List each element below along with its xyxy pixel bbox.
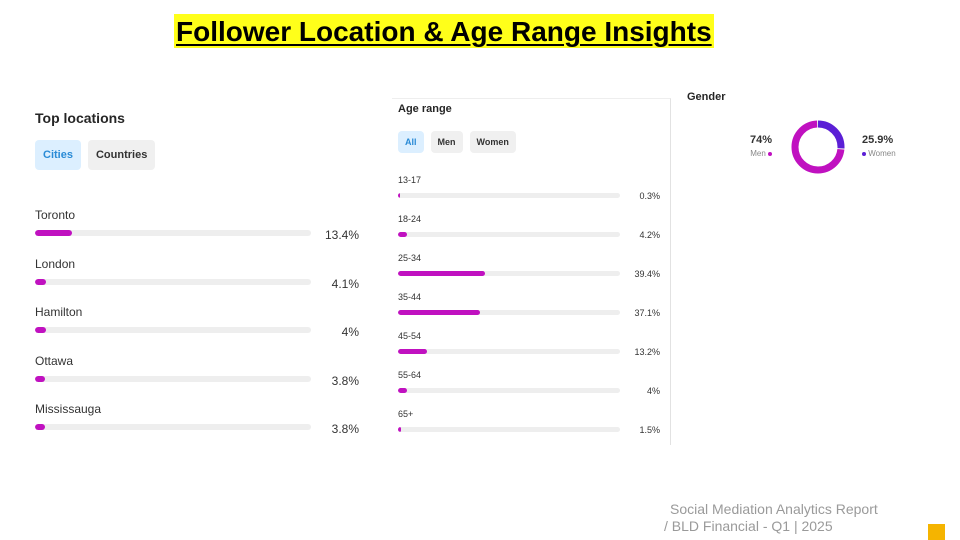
- age-bar-track: [398, 427, 620, 432]
- footer-line-1: Social Mediation Analytics Report: [670, 501, 878, 517]
- age-percent: 37.1%: [634, 308, 660, 318]
- men-dot-icon: [768, 151, 772, 156]
- age-tabs: All Men Women: [398, 131, 516, 153]
- gender-panel: Gender 74% Men 25.9% Women: [686, 88, 960, 186]
- location-bar-track: [35, 424, 311, 431]
- age-row: 35-44 37.1%: [398, 292, 660, 331]
- location-bar-track: [35, 278, 311, 285]
- gender-heading: Gender: [687, 91, 726, 103]
- age-name: 55-64: [398, 370, 422, 380]
- age-row: 65+ 1.5%: [398, 409, 660, 448]
- location-row: Mississauga 3.8%: [35, 402, 365, 451]
- age-percent: 13.2%: [634, 347, 660, 357]
- age-name: 65+: [398, 409, 414, 419]
- age-bar-fill: [398, 271, 486, 276]
- age-bar-track: [398, 193, 620, 198]
- age-percent: 39.4%: [634, 269, 660, 279]
- location-percent: 13.4%: [324, 228, 359, 242]
- location-bar-fill: [35, 424, 46, 431]
- location-tabs: Cities Countries: [35, 140, 365, 170]
- gender-men: 74% Men: [742, 134, 772, 158]
- location-bar-fill: [35, 278, 47, 285]
- age-bar-fill: [398, 193, 401, 198]
- age-percent: 1.5%: [639, 425, 660, 435]
- location-list: Toronto 13.4% London 4.1% Hamilton 4% Ottawa 3.…: [35, 208, 365, 451]
- women-percent: 25.9%: [862, 134, 894, 146]
- age-bar-fill: [398, 232, 408, 237]
- age-row: 13-17 0.3%: [398, 175, 660, 214]
- page-title: Follower Location & Age Range Insights: [174, 14, 714, 48]
- donut-women-arc: [791, 120, 845, 174]
- donut-men-arc: [791, 120, 845, 174]
- age-name: 13-17: [398, 175, 422, 185]
- location-bar-fill: [35, 327, 47, 334]
- footer-line-2: / BLD Financial - Q1 | 2025: [664, 518, 833, 534]
- location-name: London: [35, 256, 76, 271]
- tab-men[interactable]: Men: [430, 131, 463, 153]
- age-range-panel: Age range All Men Women 13-17 0.3% 18-24 4.…: [392, 98, 671, 445]
- location-row: London 4.1%: [35, 257, 365, 306]
- location-row: Hamilton 4%: [35, 305, 365, 354]
- location-bar-track: [35, 375, 311, 382]
- men-label: Men: [750, 149, 766, 158]
- age-name: 35-44: [398, 292, 422, 302]
- age-row: 45-54 13.2%: [398, 331, 660, 370]
- location-percent: 4.1%: [331, 276, 359, 291]
- age-percent: 0.3%: [639, 191, 660, 201]
- age-bar-fill: [398, 310, 481, 315]
- age-list: 13-17 0.3% 18-24 4.2% 25-34 39.4% 35-44 37.1% 45…: [398, 175, 660, 448]
- age-bar-fill: [398, 388, 407, 393]
- age-percent: 4%: [646, 386, 660, 396]
- age-name: 25-34: [398, 253, 422, 263]
- top-locations-panel: Top locations Cities Countries Toronto 13…: [35, 110, 365, 436]
- age-bar-track: [398, 271, 620, 276]
- location-bar-track: [35, 327, 311, 334]
- gender-donut-chart: [791, 120, 845, 174]
- corner-accent: [928, 524, 945, 540]
- age-row: 25-34 39.4%: [398, 253, 660, 292]
- location-row: Ottawa 3.8%: [35, 354, 365, 403]
- top-locations-heading: Top locations: [35, 110, 125, 126]
- age-bar-track: [398, 310, 620, 315]
- location-bar-fill: [35, 375, 46, 382]
- men-percent: 74%: [749, 134, 772, 146]
- tab-cities[interactable]: Cities: [35, 140, 81, 170]
- age-bar-track: [398, 349, 620, 354]
- tab-women[interactable]: Women: [469, 131, 516, 153]
- location-name: Mississauga: [35, 402, 102, 417]
- age-name: 45-54: [398, 331, 422, 341]
- age-bar-fill: [398, 427, 402, 432]
- age-range-heading: Age range: [398, 103, 452, 115]
- age-bar-track: [398, 388, 620, 393]
- women-label: Women: [868, 149, 896, 158]
- location-bar-track: [35, 230, 311, 236]
- women-dot-icon: [862, 151, 866, 156]
- location-name: Toronto: [35, 208, 76, 222]
- location-name: Hamilton: [35, 305, 83, 320]
- age-bar-fill: [398, 349, 428, 354]
- footer: Social Mediation Analytics Report / BLD …: [664, 501, 924, 535]
- age-row: 18-24 4.2%: [398, 214, 660, 253]
- women-legend: Women: [862, 149, 896, 158]
- age-name: 18-24: [398, 214, 422, 224]
- location-bar-fill: [35, 230, 72, 236]
- age-row: 55-64 4%: [398, 370, 660, 409]
- gender-women: 25.9% Women: [862, 134, 896, 158]
- men-legend: Men: [742, 149, 772, 158]
- location-percent: 3.8%: [331, 373, 359, 388]
- location-percent: 3.8%: [331, 422, 359, 437]
- tab-countries[interactable]: Countries: [87, 140, 156, 170]
- age-bar-track: [398, 232, 620, 237]
- location-row: Toronto 13.4%: [35, 208, 365, 257]
- tab-all[interactable]: All: [398, 131, 424, 153]
- age-percent: 4.2%: [639, 230, 660, 240]
- location-percent: 4%: [341, 325, 359, 340]
- location-name: Ottawa: [35, 353, 74, 368]
